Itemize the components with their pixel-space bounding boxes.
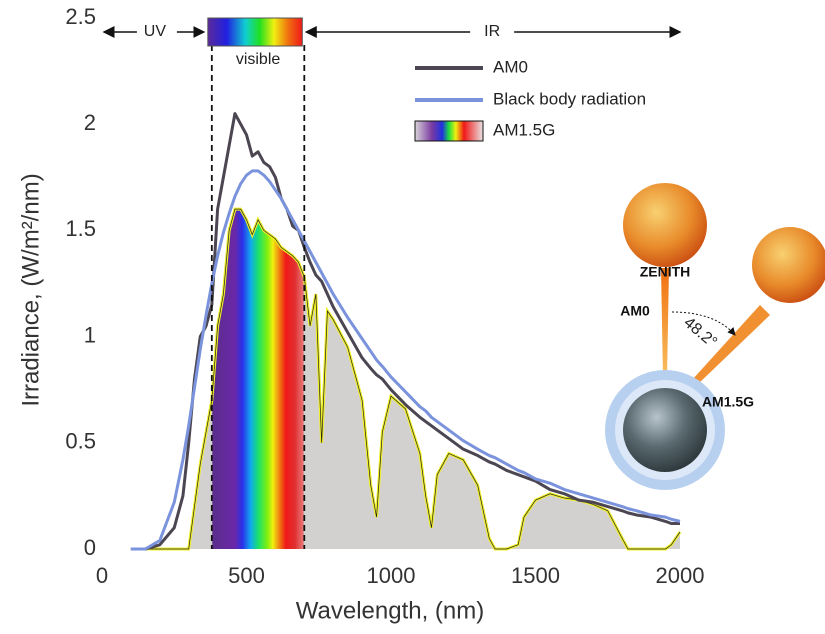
y-tick-label: 2.5: [65, 4, 96, 29]
legend-label: AM0: [493, 57, 528, 76]
ir-label: IR: [484, 23, 500, 40]
angle-label: 48.2°: [680, 314, 720, 351]
illustration: ZENITH AM0 AM1.5G 48.2°: [605, 183, 825, 490]
y-tick-label: 1: [84, 322, 96, 347]
plot-area: 0 0.5 1 1.5 2 2.5 0 500 1000 1500 2000 visible UV IR A…: [65, 4, 704, 588]
line: [130, 112, 680, 551]
x-tick-label: 500: [228, 563, 265, 588]
sun: [623, 183, 707, 267]
uv-label: UV: [144, 23, 167, 40]
y-axis-label: Irradiance, (W/m²/nm): [17, 173, 44, 406]
sun: [752, 227, 825, 303]
area-edge-line: [130, 208, 681, 550]
visible-bar: [207, 17, 303, 47]
x-tick-label: 1500: [511, 563, 560, 588]
y-tick-label: 0: [84, 535, 96, 560]
ir-bg: [470, 22, 515, 42]
x-tick-label: 1000: [367, 563, 416, 588]
am15g-label: AM1.5G: [702, 394, 754, 410]
y-tick-label: 1.5: [65, 216, 96, 241]
zenith-label: ZENITH: [640, 264, 691, 280]
uv-bg: [136, 22, 177, 42]
earth: [623, 388, 707, 472]
legend-label: Black body radiation: [493, 89, 646, 108]
angle-arrow: [671, 311, 736, 336]
line: [130, 169, 681, 551]
am0-label: AM0: [620, 303, 650, 319]
x-tick-label: 2000: [656, 563, 705, 588]
visible-label: visible: [236, 51, 281, 68]
area-visible: [211, 209, 305, 549]
beam: [661, 268, 669, 378]
beam: [692, 305, 770, 385]
y-tick-label: 0.5: [65, 429, 96, 454]
y-tick-label: 2: [84, 110, 96, 135]
legend-label: AM1.5G: [493, 120, 555, 139]
x-axis-label: Wavelength, (nm): [296, 597, 485, 624]
x-tick-label: 0: [96, 563, 108, 588]
legend-swatch: [414, 120, 484, 142]
